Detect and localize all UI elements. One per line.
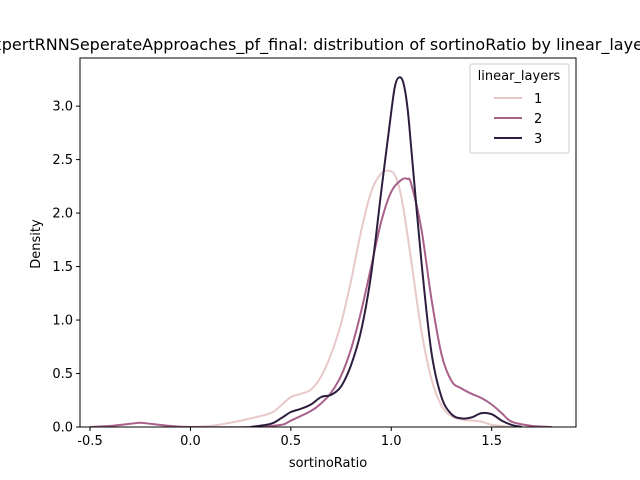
y-axis: 0.0 0.5 1.0 1.5 2.0 2.5 3.0 <box>52 100 80 436</box>
x-tick-label: 1.5 <box>481 434 502 449</box>
x-axis-label: sortinoRatio <box>289 456 367 471</box>
chart-title: ExpertRNNSeperateApproaches_pf_final: di… <box>0 35 640 55</box>
y-tick-label: 1.0 <box>52 314 73 329</box>
x-tick-label: 0.0 <box>180 434 201 449</box>
x-tick-label: 1.0 <box>381 434 402 449</box>
density-curve-2 <box>89 177 552 427</box>
x-axis: -0.5 0.0 0.5 1.0 1.5 <box>77 427 502 449</box>
legend-title: linear_layers <box>478 69 561 84</box>
legend-label-2: 2 <box>534 112 542 127</box>
legend: linear_layers 1 2 3 <box>469 63 570 154</box>
y-tick-label: 1.5 <box>52 260 73 275</box>
y-axis-label: Density <box>29 219 44 269</box>
y-tick-label: 0.5 <box>52 367 73 382</box>
plot-frame <box>79 57 577 428</box>
x-tick-label: -0.5 <box>77 434 102 449</box>
y-tick-label: 3.0 <box>52 100 73 115</box>
y-tick-label: 2.5 <box>52 153 73 168</box>
density-curve-1 <box>190 169 512 427</box>
y-tick-label: 2.0 <box>52 207 73 222</box>
legend-label-3: 3 <box>534 132 542 147</box>
plot-area <box>79 57 577 428</box>
density-curve-3 <box>250 76 523 427</box>
legend-box <box>469 63 570 154</box>
x-tick-label: 0.5 <box>281 434 302 449</box>
legend-label-1: 1 <box>534 92 542 107</box>
y-tick-label: 0.0 <box>52 421 73 436</box>
